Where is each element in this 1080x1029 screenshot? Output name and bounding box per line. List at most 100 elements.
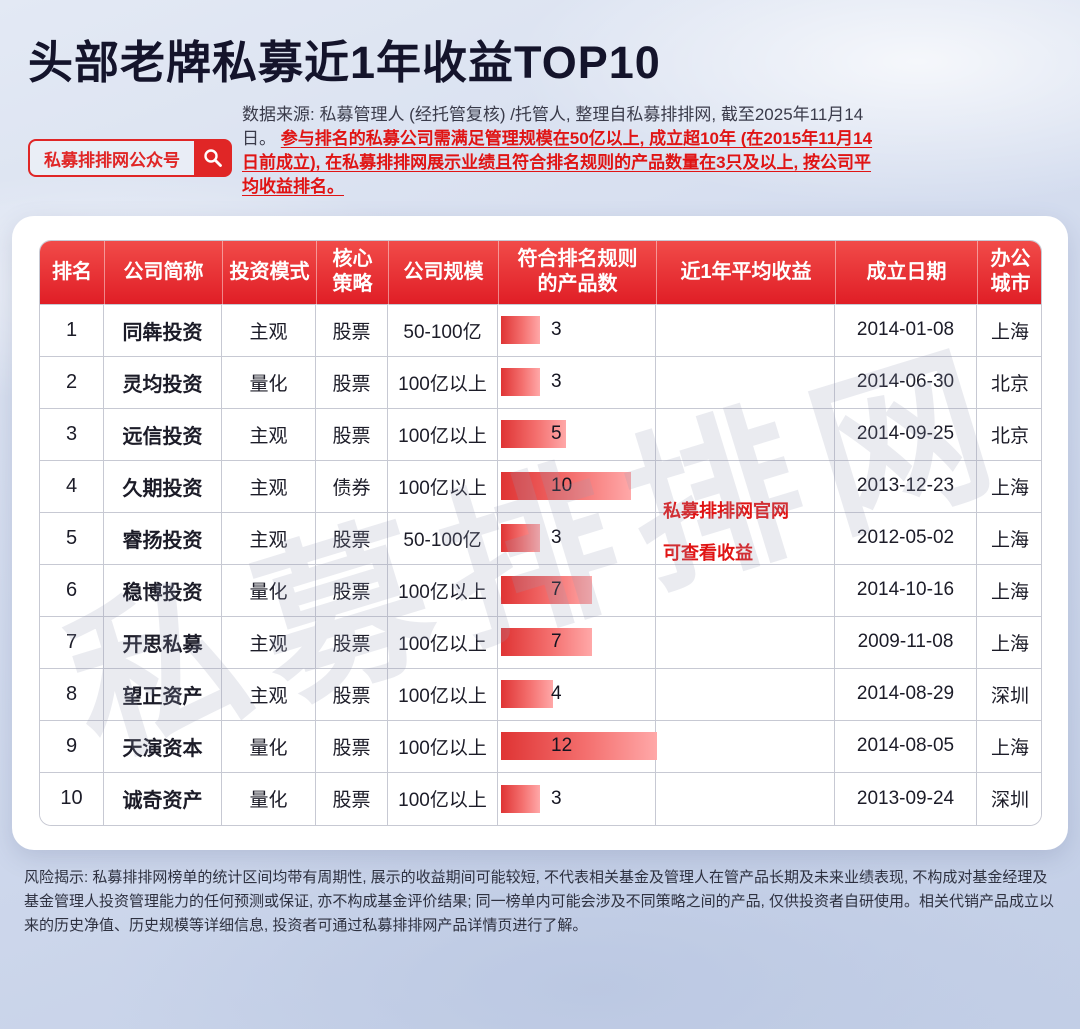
table-row: 9 天演资本 量化 股票 100亿以上 12 (40, 720, 1041, 773)
wechat-account-badge[interactable]: 私募排排网公众号 (28, 139, 232, 177)
page-title: 头部老牌私募近1年收益TOP10 (28, 37, 661, 88)
cell-product-count: 3 (498, 772, 656, 825)
cell-mode: 主观 (222, 460, 316, 513)
cell-founded: 2012-05-02 (835, 512, 977, 565)
cell-product-count: 4 (498, 668, 656, 721)
overlay-note-line1: 私募排排网官网 (663, 500, 789, 521)
table-row: 1 同犇投资 主观 股票 50-100亿 3 (40, 304, 1041, 357)
product-count-bar (501, 784, 540, 813)
cell-return-hidden (656, 460, 835, 513)
cell-strategy: 债券 (316, 460, 388, 513)
cell-scale: 100亿以上 (388, 720, 498, 773)
cell-return-hidden (656, 408, 835, 461)
cell-company: 稳博投资 (104, 564, 222, 617)
cell-company: 天演资本 (104, 720, 222, 773)
product-count-value: 4 (551, 683, 562, 704)
product-count-bar-track: 3 (501, 316, 655, 344)
cell-mode: 主观 (222, 512, 316, 565)
column-header-products: 符合排名规则 的产品数 (498, 240, 656, 305)
product-count-bar-track: 12 (501, 732, 657, 760)
cell-company: 开思私募 (104, 616, 222, 669)
cell-city: 上海 (977, 512, 1041, 565)
cell-product-count: 3 (498, 304, 656, 357)
cell-rank: 7 (40, 616, 104, 669)
column-header-rank: 排名 (40, 240, 104, 305)
cell-founded: 2013-09-24 (835, 772, 977, 825)
cell-return-hidden (656, 356, 835, 409)
cell-return-hidden (656, 564, 835, 617)
table-row: 7 开思私募 主观 股票 100亿以上 7 (40, 616, 1041, 669)
product-count-value: 7 (551, 579, 562, 600)
table-row: 8 望正资产 主观 股票 100亿以上 4 (40, 668, 1041, 721)
product-count-bar (501, 576, 592, 604)
table-row: 4 久期投资 主观 债券 100亿以上 10 (40, 460, 1041, 513)
cell-founded: 2014-06-30 (835, 356, 977, 409)
cell-founded: 2014-01-08 (835, 304, 977, 357)
cell-mode: 量化 (222, 356, 316, 409)
cell-scale: 50-100亿 (388, 304, 498, 357)
cell-product-count: 7 (498, 564, 656, 617)
cell-company: 灵均投资 (104, 356, 222, 409)
cell-scale: 100亿以上 (388, 408, 498, 461)
cell-strategy: 股票 (316, 616, 388, 669)
column-header-city: 办公 城市 (977, 240, 1041, 305)
cell-scale: 50-100亿 (388, 512, 498, 565)
cell-founded: 2014-08-29 (835, 668, 977, 721)
cell-city: 上海 (977, 616, 1041, 669)
product-count-bar (501, 420, 566, 448)
product-count-bar (501, 472, 631, 500)
risk-disclaimer: 风险揭示: 私募排排网榜单的统计区间均带有周期性, 展示的收益期间可能较短, 不… (24, 868, 1055, 934)
table-row: 10 诚奇资产 量化 股票 100亿以上 3 (40, 772, 1041, 825)
cell-founded: 2014-08-05 (835, 720, 977, 773)
cell-product-count: 12 (498, 720, 657, 773)
cell-city: 深圳 (977, 668, 1041, 721)
cell-city: 上海 (977, 304, 1041, 357)
cell-strategy: 股票 (316, 564, 388, 617)
cell-mode: 量化 (222, 720, 316, 773)
cell-scale: 100亿以上 (388, 564, 498, 617)
cell-founded: 2014-09-25 (835, 408, 977, 461)
cell-founded: 2014-10-16 (835, 564, 977, 617)
table-row: 6 稳博投资 量化 股票 100亿以上 7 (40, 564, 1041, 617)
cell-return-hidden (656, 512, 835, 565)
cell-rank: 10 (40, 772, 104, 825)
overlay-note-line2: 可查看收益 (663, 542, 753, 563)
cell-mode: 主观 (222, 408, 316, 461)
table-row: 3 远信投资 主观 股票 100亿以上 5 (40, 408, 1041, 461)
table-card: 私募排排网 排名 公司简称 投资模式 核心 策略 (12, 215, 1068, 850)
cell-product-count: 10 (498, 460, 656, 513)
cell-rank: 1 (40, 304, 104, 357)
product-count-value: 3 (551, 371, 562, 392)
cell-mode: 主观 (222, 668, 316, 721)
cell-strategy: 股票 (316, 668, 388, 721)
cell-product-count: 7 (498, 616, 656, 669)
product-count-bar-track: 10 (501, 472, 655, 500)
cell-rank: 8 (40, 668, 104, 721)
cell-company: 同犇投资 (104, 304, 222, 357)
source-note: 数据来源: 私募管理人 (经托管复核) /托管人, 整理自私募排排网, 截至20… (242, 103, 874, 200)
cell-scale: 100亿以上 (388, 460, 498, 513)
ranking-table: 排名 公司简称 投资模式 核心 策略 公司规模 符合排名规则 的产品数 近1年平… (40, 240, 1041, 825)
product-count-value: 3 (551, 319, 562, 340)
cell-city: 上海 (977, 460, 1041, 513)
table-row: 5 睿扬投资 主观 股票 50-100亿 3 (40, 512, 1041, 565)
cell-scale: 100亿以上 (388, 356, 498, 409)
cell-product-count: 5 (498, 408, 656, 461)
product-count-bar-track: 3 (501, 524, 655, 552)
cell-mode: 量化 (222, 564, 316, 617)
cell-rank: 9 (40, 720, 104, 773)
cell-city: 上海 (977, 564, 1041, 617)
cell-return-hidden (656, 616, 835, 669)
search-icon (194, 139, 232, 177)
product-count-value: 12 (551, 735, 573, 756)
cell-rank: 5 (40, 512, 104, 565)
cell-city: 上海 (977, 720, 1041, 773)
cell-founded: 2013-12-23 (835, 460, 977, 513)
product-count-bar (501, 316, 540, 344)
cell-product-count: 3 (498, 356, 656, 409)
product-count-bar (501, 628, 592, 656)
product-count-bar-track: 4 (501, 680, 655, 708)
product-count-value: 3 (551, 787, 562, 809)
returns-overlay-note: 私募排排网官网 可查看收益 (663, 490, 789, 574)
